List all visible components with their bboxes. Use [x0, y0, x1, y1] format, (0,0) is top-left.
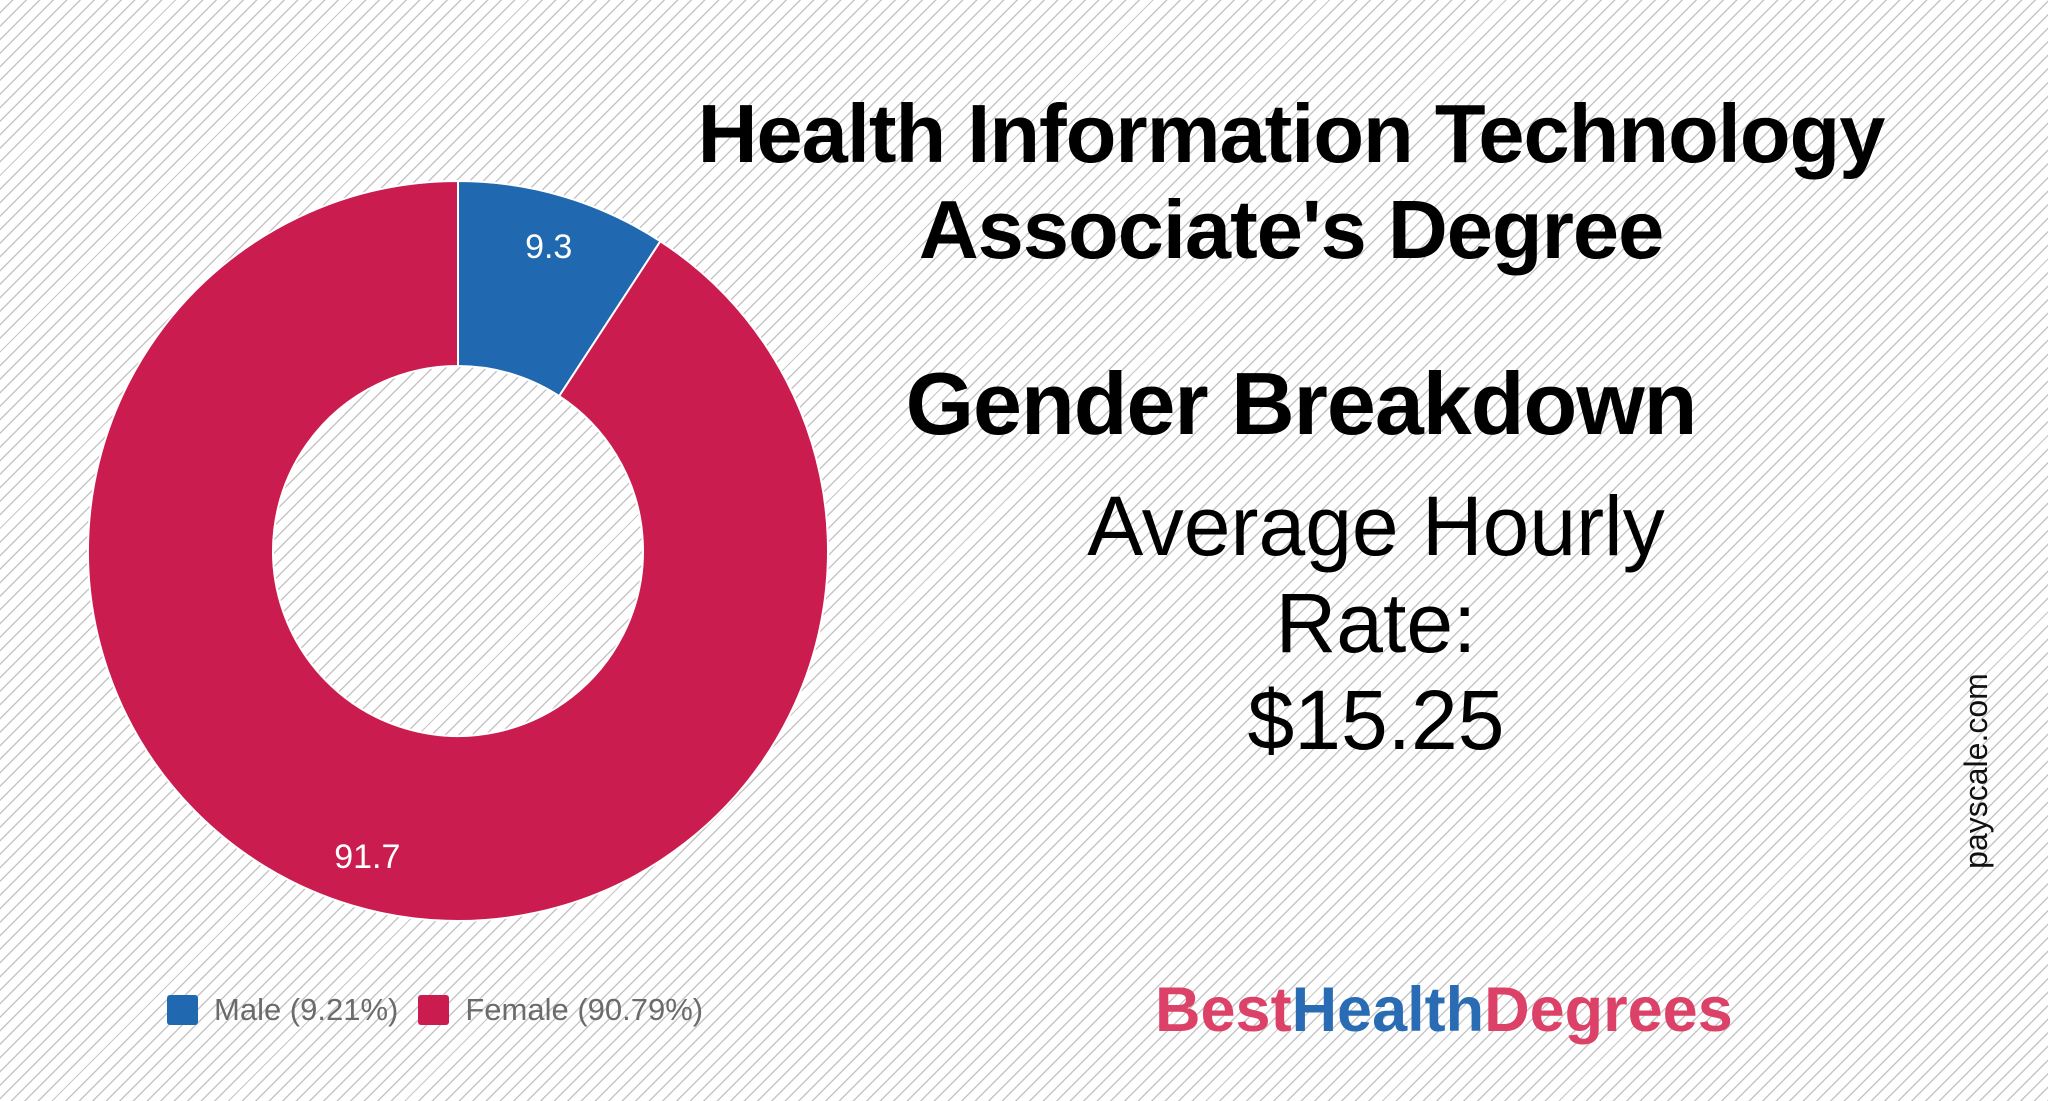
logo-best: Best	[1155, 975, 1292, 1045]
average-hourly-rate: Average Hourly Rate: $15.25	[596, 478, 2048, 769]
legend-item-male[interactable]: Male (9.21%)	[167, 992, 398, 1028]
chart-subtitle: Gender Breakdown	[905, 354, 1698, 453]
legend-label-male: Male (9.21%)	[214, 992, 399, 1027]
page-title-line2: Associate's Degree	[918, 183, 1665, 276]
logo-degrees: Degrees	[1484, 975, 1733, 1045]
best-health-degrees-logo[interactable]: BestHealthDegrees	[1155, 974, 1733, 1046]
female-swatch-icon	[418, 995, 450, 1025]
rate-line1: Average Hourly	[1087, 479, 1665, 573]
rate-value: $15.25	[1247, 673, 1505, 767]
slice-label-female: 91.7	[334, 838, 400, 876]
logo-health: Health	[1291, 975, 1485, 1045]
legend-label-female: Female (90.79%)	[465, 992, 704, 1027]
rate-line2: Rate:	[1275, 576, 1477, 670]
donut-slice-female[interactable]	[87, 179, 830, 922]
slice-label-male: 9.3	[525, 228, 572, 266]
gender-donut-chart: 9.3 91.7	[87, 179, 830, 922]
payscale-watermark: payscale.com	[1958, 673, 1994, 869]
page-title-line1: Health Information Technology	[697, 87, 1886, 180]
page-title: Health Information Technology Associate'…	[511, 86, 2048, 278]
male-swatch-icon	[167, 995, 198, 1025]
legend-item-female[interactable]: Female (90.79%)	[418, 992, 703, 1028]
chart-legend: Male (9.21%) Female (90.79%)	[167, 992, 703, 1028]
